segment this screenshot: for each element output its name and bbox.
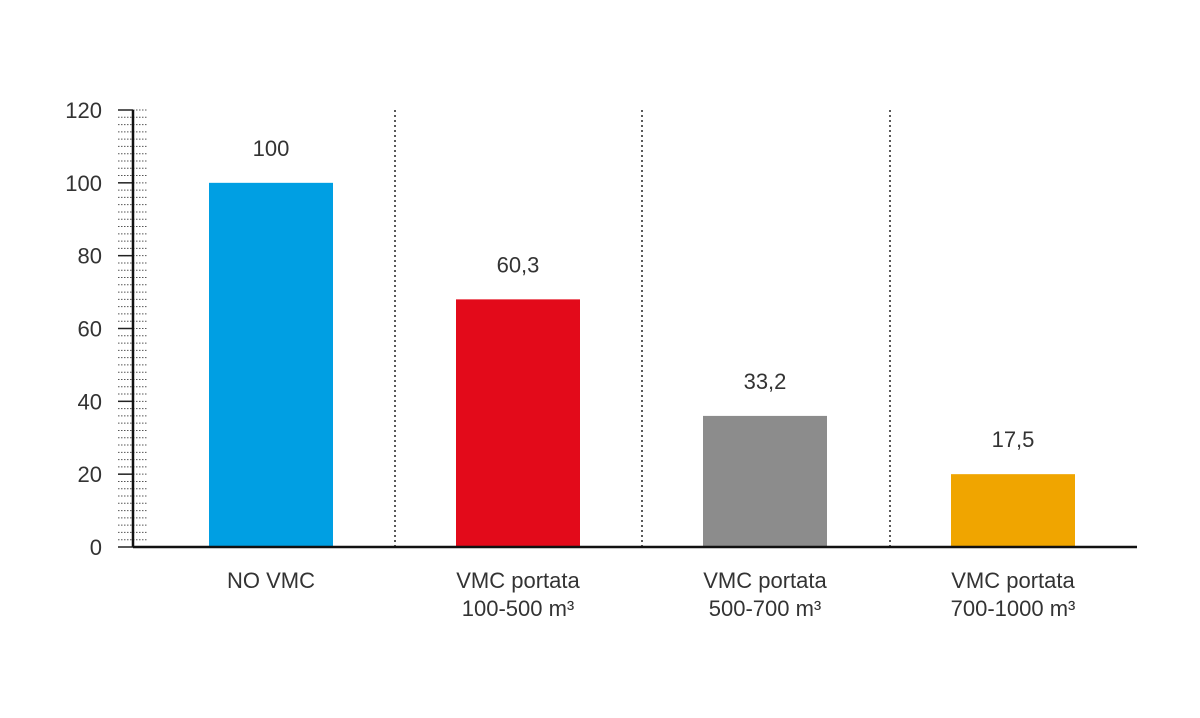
- y-tick-label: 0: [90, 535, 102, 560]
- y-tick-label: 60: [78, 317, 102, 342]
- bar: [456, 299, 580, 547]
- bar: [951, 474, 1075, 547]
- category-label: NO VMC: [227, 568, 315, 593]
- y-tick-label: 40: [78, 389, 102, 414]
- value-label: 17,5: [992, 427, 1035, 452]
- y-tick-label: 20: [78, 462, 102, 487]
- bar: [703, 415, 827, 547]
- category-label-line2: 700-1000 m³: [951, 596, 1076, 621]
- y-tick-label: 80: [78, 244, 102, 269]
- y-tick-label: 120: [65, 98, 102, 123]
- category-label-line2: 100-500 m³: [462, 596, 575, 621]
- category-label: VMC portata: [951, 568, 1075, 593]
- value-label: 60,3: [497, 252, 540, 277]
- category-label: VMC portata: [703, 568, 827, 593]
- category-label: VMC portata: [456, 568, 580, 593]
- category-label-line2: 500-700 m³: [709, 596, 822, 621]
- value-label: 100: [253, 136, 290, 161]
- bar: [209, 182, 333, 548]
- y-tick-label: 100: [65, 171, 102, 196]
- value-label: 33,2: [744, 369, 787, 394]
